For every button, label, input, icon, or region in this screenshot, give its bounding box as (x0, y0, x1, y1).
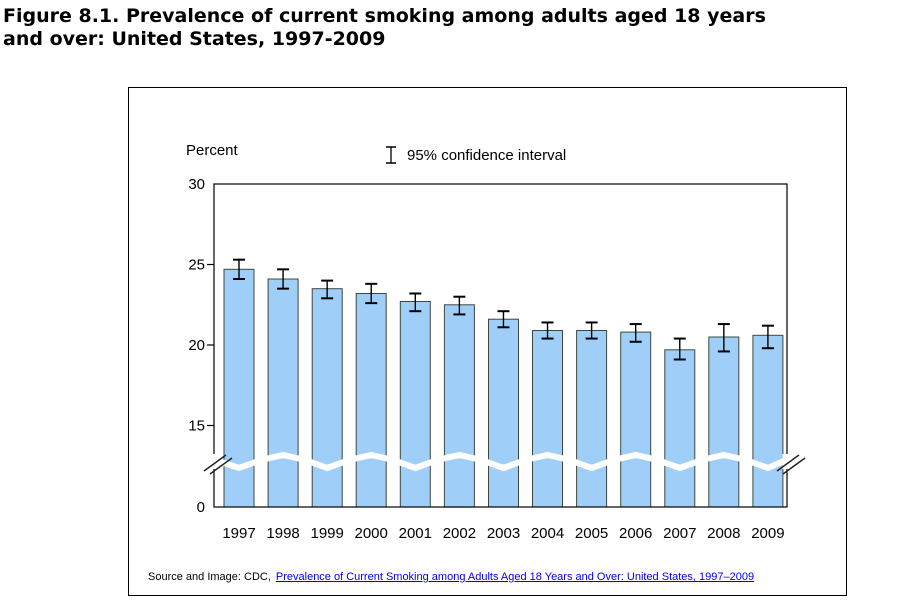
axis-break-slash-right (776, 454, 800, 472)
y-tick-label-0: 0 (197, 499, 205, 516)
y-tick-label-30: 30 (188, 176, 205, 193)
x-label-2007: 2007 (663, 525, 696, 542)
bar-1999 (311, 288, 343, 508)
figure-title-line1: Figure 8.1. Prevalence of current smokin… (3, 5, 766, 27)
error-bar-icon (386, 146, 396, 164)
source-prefix: Source and Image: CDC, (148, 571, 271, 583)
x-label-1998: 1998 (266, 525, 299, 542)
bar-2008 (708, 336, 740, 508)
x-label-2002: 2002 (443, 525, 476, 542)
bar-2006 (620, 331, 652, 508)
y-tick-label-20: 20 (188, 337, 205, 354)
x-label-2008: 2008 (707, 525, 740, 542)
figure-title: Figure 8.1. Prevalence of current smokin… (3, 5, 921, 51)
x-label-2003: 2003 (487, 525, 520, 542)
bar-1997 (223, 268, 255, 508)
bar-2001 (399, 301, 431, 508)
x-label-2001: 2001 (399, 525, 432, 542)
legend-label: 95% confidence interval (407, 146, 567, 164)
axis-break-slash-left (203, 454, 227, 472)
bar-2003 (488, 318, 519, 508)
x-label-2009: 2009 (751, 525, 784, 542)
figure-title-line2: and over: United States, 1997-2009 (3, 28, 386, 50)
axis-break-zigzag (214, 451, 788, 472)
x-label-2004: 2004 (531, 525, 564, 542)
bar-2002 (443, 304, 475, 508)
axis-break-gap-left (209, 454, 219, 469)
figure-box: 0 15 20 25 30 1997 1998 1999 2000 2001 2002 2003 200… (128, 87, 847, 596)
legend: 95% confidence interval (384, 144, 566, 166)
source-link[interactable]: Prevalence of Current Smoking among Adul… (275, 571, 755, 583)
bar-2004 (532, 330, 563, 508)
axis-break-slash2-left (209, 457, 233, 475)
y-axis-title: Percent (186, 142, 238, 159)
y-tick-label-15: 15 (188, 418, 205, 435)
bar-2000 (355, 293, 387, 508)
source-line: Source and Image: CDC, Prevalence of Curr… (148, 571, 754, 583)
bar-2009 (752, 334, 784, 508)
x-label-2006: 2006 (619, 525, 652, 542)
bar-2007 (664, 349, 696, 508)
bar-chart: 0 15 20 25 30 1997 1998 1999 2000 2001 2002 2003 200… (188, 176, 806, 542)
bar-2005 (576, 330, 608, 508)
x-label-1997: 1997 (222, 525, 255, 542)
x-label-2005: 2005 (575, 525, 608, 542)
x-label-2000: 2000 (355, 525, 388, 542)
y-tick-label-25: 25 (188, 257, 205, 274)
axis-break-slash2-right (782, 457, 806, 475)
x-label-1999: 1999 (311, 525, 344, 542)
bar-1998 (267, 278, 299, 508)
axis-break-gap-right (782, 454, 792, 469)
